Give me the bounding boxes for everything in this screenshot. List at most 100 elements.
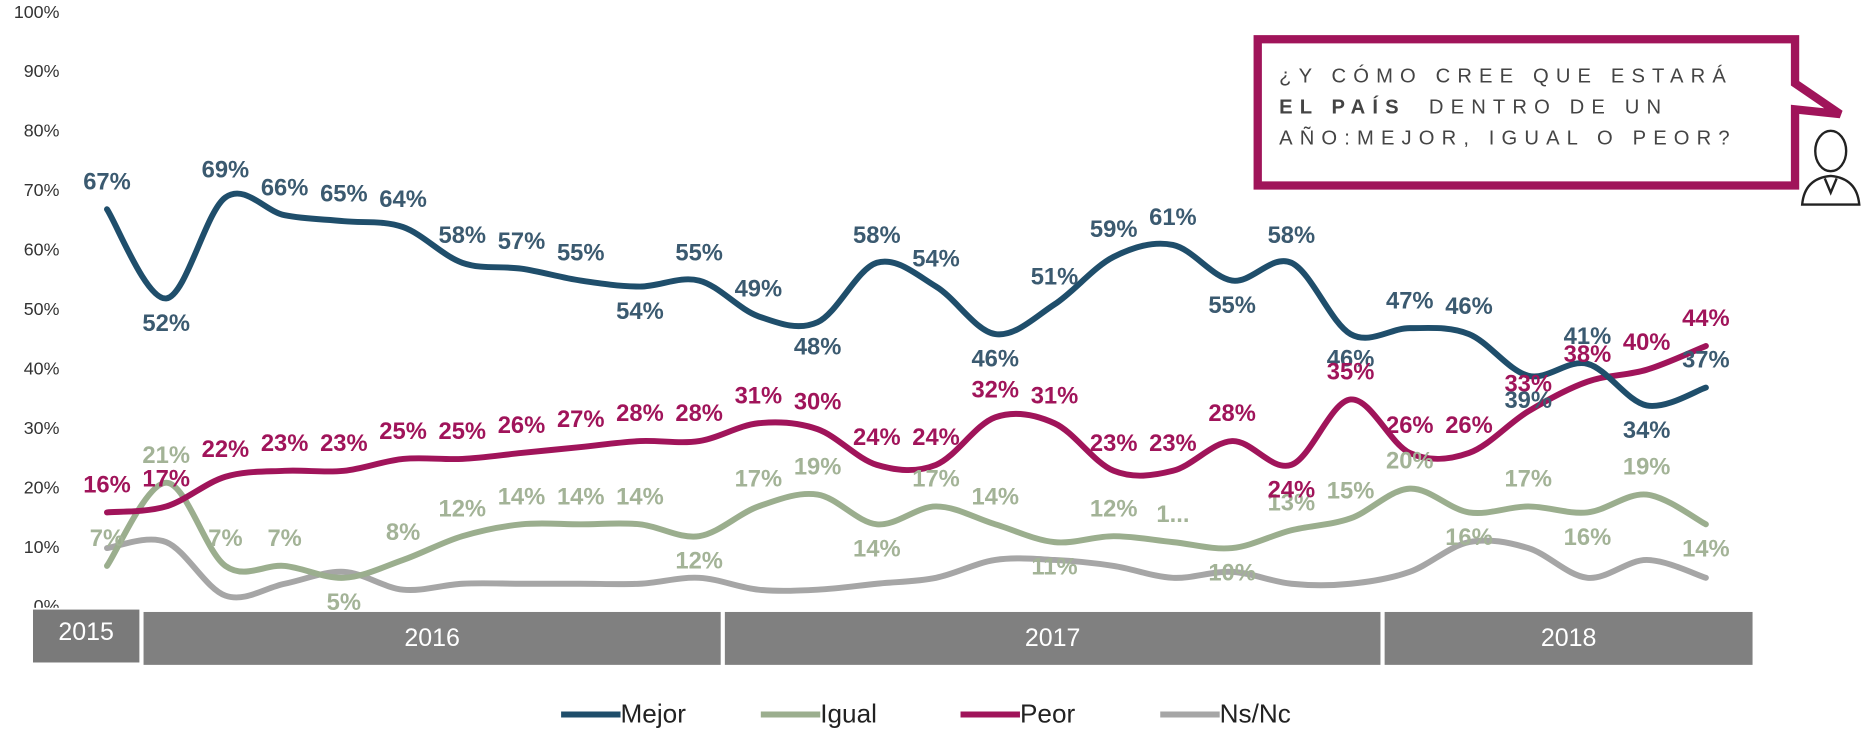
period-label: 2016	[404, 624, 460, 652]
value-label: 23%	[1149, 430, 1197, 457]
value-label: 19%	[794, 454, 842, 481]
value-label: 14%	[1682, 536, 1730, 563]
value-label: 22%	[202, 436, 250, 463]
question-line: ¿Y CÓMO CREE QUE ESTARÁ	[1279, 65, 1733, 88]
value-label: 33%	[1504, 370, 1552, 397]
callout-box	[1253, 35, 1843, 190]
y-tick-label: 100%	[14, 2, 60, 22]
value-label: 24%	[912, 424, 960, 451]
value-label: 12%	[439, 495, 487, 522]
y-tick-label: 40%	[24, 358, 60, 378]
value-label: 39%	[1504, 387, 1552, 414]
value-label: 40%	[1623, 329, 1671, 356]
period-label: 2017	[1025, 624, 1081, 652]
legend-label: Mejor	[621, 699, 687, 729]
series-line	[104, 479, 1709, 581]
value-label: 26%	[1445, 412, 1493, 439]
legend-label: Peor	[1020, 699, 1076, 729]
period-box	[1382, 610, 1755, 667]
y-tick-label: 10%	[24, 537, 60, 557]
person-icon	[1800, 129, 1861, 206]
value-label: 26%	[1386, 412, 1434, 439]
value-label: 16%	[1445, 524, 1493, 551]
value-label: 46%	[971, 346, 1019, 373]
value-label: 37%	[1682, 347, 1730, 374]
value-label: 58%	[439, 222, 487, 249]
value-label: 46%	[1445, 293, 1493, 320]
value-label: 14%	[853, 536, 901, 563]
value-label: 65%	[320, 180, 368, 207]
value-label: 59%	[1090, 216, 1138, 243]
value-label: 46%	[1327, 346, 1375, 373]
value-label: 28%	[1208, 400, 1256, 427]
value-label: 10%	[1208, 560, 1256, 587]
value-label: 44%	[1682, 305, 1730, 332]
value-label: 13%	[1268, 489, 1316, 516]
value-label: 55%	[1208, 292, 1256, 319]
y-tick-label: 50%	[24, 299, 60, 319]
value-label: 64%	[379, 186, 427, 213]
callout: ¿Y CÓMO CREE QUE ESTARÁ EL PAÍS DENTRO D…	[1253, 35, 1843, 190]
period-box	[141, 610, 723, 667]
y-tick-label: 20%	[24, 477, 60, 497]
value-label: 23%	[261, 430, 309, 457]
value-label: 28%	[616, 400, 664, 427]
value-label: 21%	[142, 442, 190, 469]
value-label: 11%	[1031, 554, 1077, 581]
question-line: AÑO:MEJOR, IGUAL O PEOR?	[1279, 125, 1737, 149]
value-label: 61%	[1149, 204, 1197, 231]
value-label: 7%	[267, 525, 301, 552]
value-label: 38%	[1564, 341, 1612, 368]
value-label: 41%	[1564, 323, 1612, 350]
value-label: 69%	[202, 157, 250, 184]
value-label: 32%	[971, 376, 1019, 403]
value-label: 14%	[616, 483, 664, 510]
value-label: 15%	[1327, 477, 1375, 504]
value-label: 54%	[616, 298, 664, 325]
value-label: 24%	[853, 424, 901, 451]
y-tick-label: 80%	[24, 121, 60, 141]
value-label: 14%	[971, 483, 1019, 510]
value-label: 51%	[1031, 264, 1079, 291]
value-label: 31%	[735, 382, 783, 409]
y-tick-label: 90%	[24, 61, 60, 81]
value-label: 20%	[1386, 448, 1434, 475]
value-label: 58%	[1268, 222, 1316, 249]
y-tick-label: 60%	[24, 240, 60, 260]
value-label: 23%	[1090, 430, 1138, 457]
legend-label: Ns/Nc	[1220, 699, 1291, 729]
value-label: 54%	[912, 246, 960, 273]
value-label: 27%	[557, 406, 605, 433]
value-label: 67%	[83, 168, 131, 195]
value-label: 7%	[90, 525, 124, 552]
y-tick-label: 70%	[24, 180, 60, 200]
value-label: 55%	[675, 240, 723, 267]
value-label: 12%	[675, 548, 723, 575]
value-label: 58%	[853, 222, 901, 249]
value-label: 35%	[1327, 359, 1375, 386]
value-label: 31%	[1031, 382, 1079, 409]
value-label: 55%	[557, 240, 605, 267]
period-box	[723, 610, 1383, 667]
value-label: 8%	[386, 519, 420, 546]
value-label: 17%	[912, 466, 960, 493]
value-label: 25%	[439, 418, 487, 445]
value-label: 34%	[1623, 417, 1671, 444]
value-label: 16%	[83, 472, 131, 499]
value-label: 7%	[208, 525, 242, 552]
value-label: 1...	[1156, 501, 1189, 528]
value-label: 5%	[327, 589, 361, 616]
value-label: 14%	[557, 483, 605, 510]
value-label: 57%	[498, 228, 546, 255]
period-label: 2018	[1541, 624, 1597, 652]
value-label: 14%	[498, 483, 546, 510]
question-line: DENTRO DE UN	[1429, 97, 1668, 119]
value-label: 66%	[261, 174, 309, 201]
period-box	[31, 607, 142, 665]
value-label: 52%	[142, 310, 190, 337]
value-label: 47%	[1386, 287, 1434, 314]
value-label: 25%	[379, 418, 427, 445]
period-label: 2015	[58, 618, 114, 646]
value-label: 48%	[794, 334, 842, 361]
